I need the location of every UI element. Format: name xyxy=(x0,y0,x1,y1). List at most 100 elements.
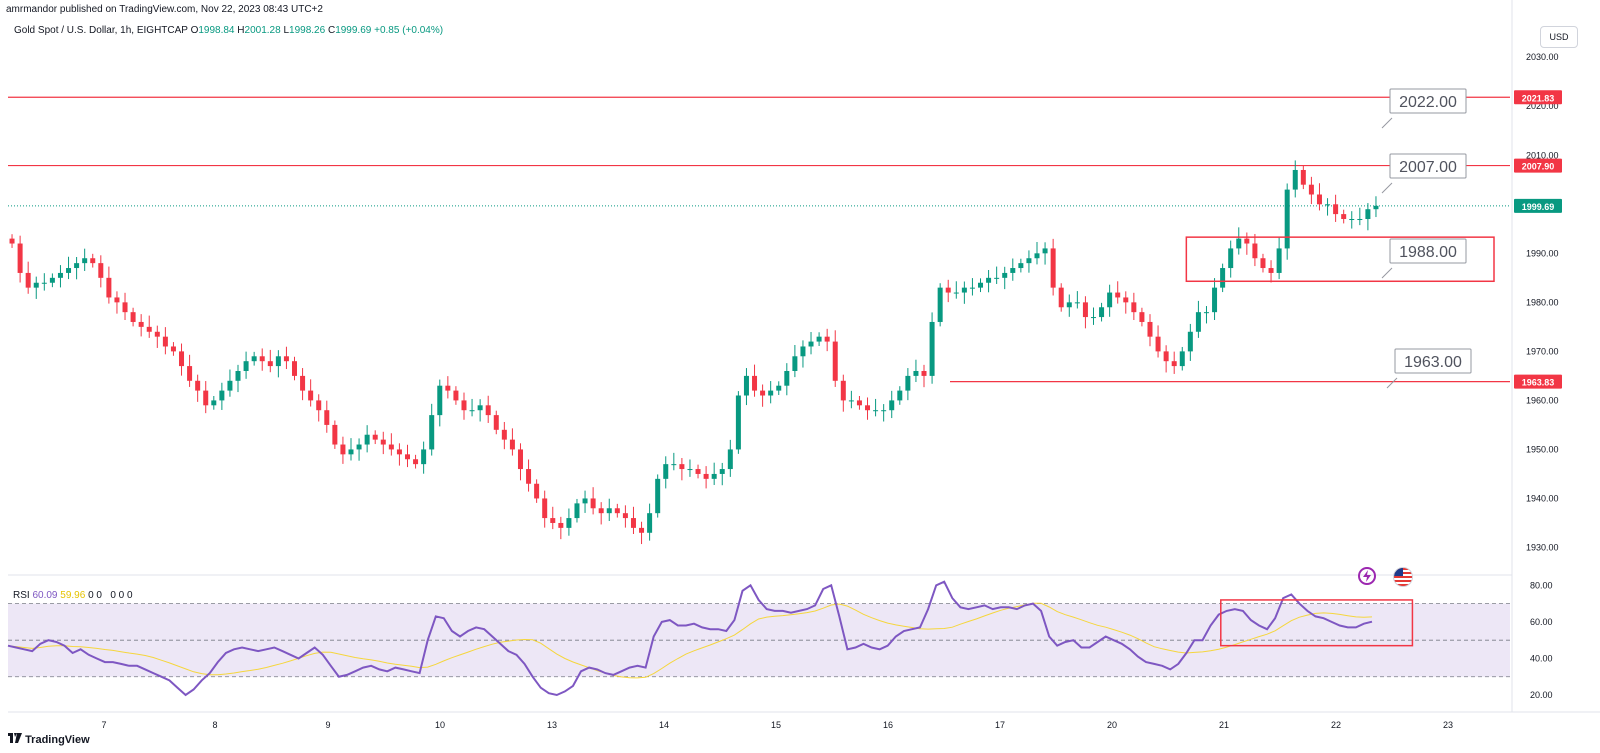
candle-body xyxy=(203,390,209,406)
candle-body xyxy=(711,473,717,479)
candle-body xyxy=(453,390,459,401)
candle-body xyxy=(671,464,677,466)
candle-body xyxy=(251,356,257,362)
candle-body xyxy=(195,380,201,391)
price-tick-label: 1950.00 xyxy=(1526,444,1559,454)
candle-body xyxy=(622,513,628,519)
us-flag-icon[interactable] xyxy=(1393,567,1413,587)
candle-body xyxy=(1179,351,1185,367)
candle-body xyxy=(1147,321,1153,337)
candle-body xyxy=(235,370,241,381)
candle-body xyxy=(509,439,515,450)
candle-body xyxy=(1212,287,1218,313)
rsi-tick-label: 60.00 xyxy=(1530,617,1553,627)
candle-body xyxy=(243,361,249,371)
close-value: 1999.69 xyxy=(335,25,372,36)
candle-body xyxy=(1365,209,1371,220)
candle-body xyxy=(647,513,653,533)
candle-body xyxy=(461,400,467,411)
footer-brand-label: TradingView xyxy=(25,734,90,746)
candle-body xyxy=(1341,214,1347,220)
candle-body xyxy=(421,449,427,465)
candle-body xyxy=(49,277,55,283)
rsi-zeros: 0 0 xyxy=(88,590,102,601)
candle-body xyxy=(679,464,685,470)
symbol-name: Gold Spot / U.S. Dollar, 1h, EIGHTCAP xyxy=(14,25,188,36)
candle-body xyxy=(316,400,322,411)
candle-body xyxy=(526,469,532,484)
rsi-name: RSI xyxy=(13,590,30,601)
candle-body xyxy=(1268,268,1274,273)
time-tick-label: 7 xyxy=(101,720,106,730)
candle-body xyxy=(413,459,419,465)
candle-body xyxy=(929,321,935,376)
candle-body xyxy=(66,268,72,273)
callout-pointer xyxy=(1381,182,1393,194)
candle-body xyxy=(695,469,701,474)
candle-body xyxy=(905,375,911,391)
candle-body xyxy=(816,336,822,342)
callout-label: 1988.00 xyxy=(1399,244,1457,261)
candle-body xyxy=(1018,263,1024,269)
price-tick-label: 2030.00 xyxy=(1526,52,1559,62)
candle-body xyxy=(1187,331,1193,352)
currency-button[interactable]: USD xyxy=(1540,26,1578,48)
candle-body xyxy=(1333,204,1339,215)
candle-body xyxy=(873,410,879,412)
candle-body xyxy=(582,498,588,504)
candle-body xyxy=(937,287,943,322)
time-tick-label: 23 xyxy=(1443,720,1453,730)
candle-body xyxy=(897,390,903,401)
candle-body xyxy=(574,503,580,519)
candle-body xyxy=(1074,302,1080,304)
candle-body xyxy=(437,385,443,416)
candle-body xyxy=(1155,336,1161,352)
candle-body xyxy=(17,243,23,273)
candle-body xyxy=(994,277,1000,279)
candle-body xyxy=(566,518,572,528)
candle-body xyxy=(913,370,919,376)
candle-body xyxy=(1010,268,1016,273)
candle-body xyxy=(1308,184,1314,195)
candle-body xyxy=(840,380,846,401)
candle-body xyxy=(1066,302,1072,308)
footer-brand[interactable]: TradingView xyxy=(8,733,90,746)
candle-body xyxy=(388,444,394,450)
tradingview-logo-icon xyxy=(8,733,22,743)
candle-body xyxy=(614,508,620,514)
candle-body xyxy=(639,527,645,533)
lightning-icon[interactable] xyxy=(1358,567,1376,585)
price-tick-label: 1940.00 xyxy=(1526,493,1559,503)
candle-body xyxy=(969,287,975,289)
candle-body xyxy=(98,263,104,278)
candle-body xyxy=(106,277,112,298)
candle-body xyxy=(703,473,709,479)
candle-body xyxy=(219,390,225,401)
candle-body xyxy=(558,522,564,528)
candle-body xyxy=(953,292,959,294)
change-value: +0.85 (+0.04%) xyxy=(374,25,444,36)
candle-body xyxy=(292,361,298,376)
current-price-badge xyxy=(1514,198,1562,213)
candle-body xyxy=(534,483,540,499)
callout-pointer xyxy=(1381,267,1393,279)
candle-body xyxy=(1244,238,1250,244)
candle-body xyxy=(429,415,435,450)
candle-body xyxy=(945,287,951,293)
price-tick-label: 1930.00 xyxy=(1526,542,1559,552)
candle-body xyxy=(1373,205,1379,210)
candle-body xyxy=(1131,302,1137,313)
support-zone-box xyxy=(1185,236,1495,283)
candle-body xyxy=(824,336,830,342)
low-value: 1998.26 xyxy=(289,25,326,36)
candle-body xyxy=(356,444,362,450)
candle-body xyxy=(630,518,636,528)
candle-body xyxy=(469,410,475,412)
candle-body xyxy=(1026,258,1032,264)
candle-body xyxy=(154,331,160,337)
rsi-zeros-2: 0 0 0 xyxy=(110,590,133,601)
candle-body xyxy=(768,390,774,396)
candle-body xyxy=(82,258,88,264)
candle-body xyxy=(275,356,281,367)
